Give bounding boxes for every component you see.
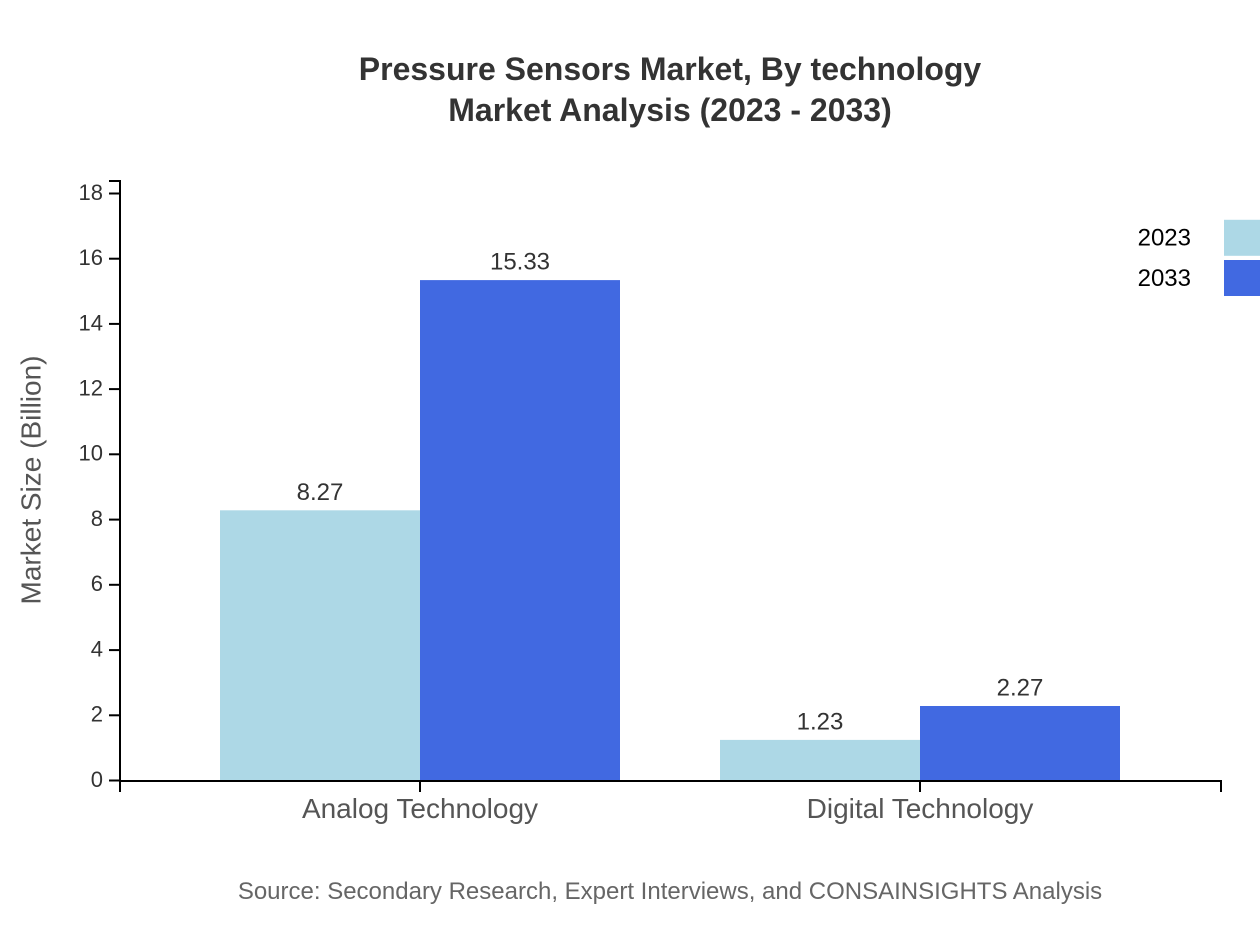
svg-text:Pressure Sensors Market, By te: Pressure Sensors Market, By technology: [359, 51, 982, 87]
svg-text:Source: Secondary Research, Ex: Source: Secondary Research, Expert Inter…: [238, 878, 1102, 905]
svg-text:2023: 2023: [1138, 225, 1191, 252]
svg-text:2.27: 2.27: [997, 675, 1044, 702]
svg-text:4: 4: [91, 637, 103, 662]
svg-text:Analog Technology: Analog Technology: [302, 793, 538, 824]
svg-text:Digital Technology: Digital Technology: [807, 793, 1034, 824]
svg-text:2033: 2033: [1138, 265, 1191, 292]
svg-text:14: 14: [79, 310, 103, 335]
svg-text:16: 16: [79, 245, 103, 270]
svg-text:8.27: 8.27: [297, 479, 344, 506]
svg-text:8: 8: [91, 506, 103, 531]
svg-text:6: 6: [91, 571, 103, 596]
svg-text:10: 10: [79, 441, 103, 466]
svg-text:12: 12: [79, 376, 103, 401]
svg-text:0: 0: [91, 767, 103, 792]
svg-text:Market Size (Billion): Market Size (Billion): [15, 356, 46, 605]
svg-text:Market Analysis (2023 - 2033): Market Analysis (2023 - 2033): [448, 92, 892, 128]
svg-text:1.23: 1.23: [797, 709, 844, 736]
svg-text:15.33: 15.33: [490, 249, 550, 276]
svg-text:18: 18: [79, 180, 103, 205]
svg-text:2: 2: [91, 702, 103, 727]
